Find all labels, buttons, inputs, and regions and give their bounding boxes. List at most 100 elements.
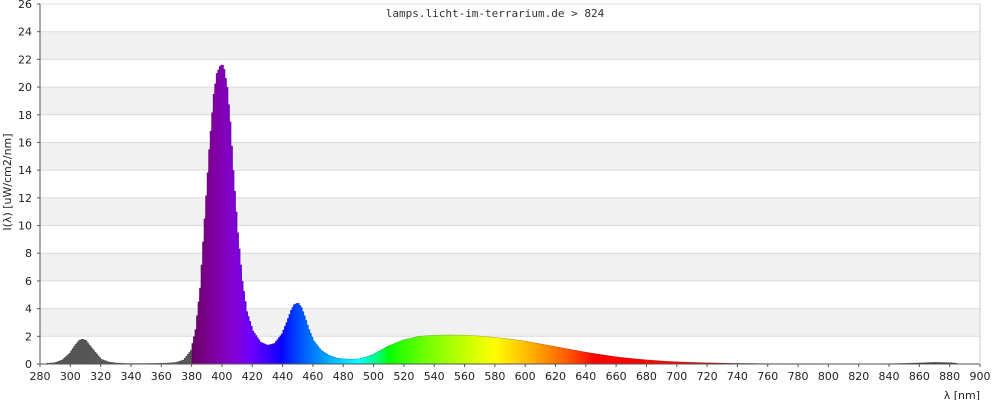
spectrum-strip — [385, 346, 388, 364]
spectrum-strip — [188, 352, 191, 364]
spectrum-strip — [661, 360, 664, 364]
x-tick-label: 460 — [302, 370, 323, 383]
spectrum-strip — [443, 335, 446, 364]
spectrum-strip — [576, 350, 579, 364]
spectrum-strip — [584, 351, 587, 364]
x-tick-label: 880 — [939, 370, 960, 383]
spectrum-strip — [541, 344, 544, 364]
spectrum-strip — [569, 349, 571, 364]
spectrum-strip — [917, 362, 920, 364]
spectrum-strip — [214, 83, 217, 364]
spectrum-strip — [281, 333, 283, 364]
y-tick-label: 10 — [18, 220, 32, 233]
y-tick-label: 18 — [18, 109, 32, 122]
spectrum-strip — [400, 340, 403, 364]
spectrum-strip — [273, 343, 276, 364]
spectrum-strip — [224, 78, 227, 365]
spectrum-strip — [585, 352, 588, 364]
spectrum-strip — [265, 344, 268, 364]
x-tick-label: 680 — [636, 370, 657, 383]
spectrum-area — [46, 64, 958, 365]
spectrum-strip — [417, 336, 420, 364]
grid-band — [40, 4, 980, 32]
spectrum-strip — [309, 333, 312, 364]
spectrum-strip — [231, 145, 233, 364]
spectrum-strip — [278, 337, 280, 364]
spectrum-strip — [361, 357, 364, 364]
spectrum-strip — [946, 362, 949, 364]
spectrum-strip — [67, 354, 70, 364]
spectrum-strip — [202, 241, 205, 364]
spectrum-strip — [229, 121, 232, 364]
spectrum-strip — [243, 291, 245, 364]
spectrum-strip — [365, 356, 368, 364]
spectrum-strip — [557, 346, 559, 364]
grid-band — [40, 114, 980, 143]
spectrum-strip — [684, 362, 687, 364]
spectrum-strip — [255, 335, 258, 364]
spectrum-strip — [303, 315, 306, 364]
spectrum-strip — [205, 195, 208, 364]
spectrum-strip — [182, 359, 185, 364]
spectrum-strip — [476, 335, 479, 364]
y-tick-label: 0 — [25, 358, 32, 371]
spectrum-strip — [614, 356, 617, 364]
spectrum-strip — [396, 342, 399, 364]
spectrum-strip — [206, 172, 209, 364]
y-tick-label: 14 — [18, 164, 32, 177]
spectrum-strip — [637, 359, 640, 364]
spectrum-strip — [488, 336, 491, 364]
spectrum-strip — [173, 362, 176, 364]
spectrum-strip — [420, 336, 423, 364]
spectrum-strip — [77, 340, 80, 364]
spectrum-strip — [291, 307, 294, 364]
x-tick-label: 340 — [120, 370, 141, 383]
spectrum-strip — [936, 362, 938, 364]
x-tick-label: 780 — [788, 370, 809, 383]
spectrum-strip — [253, 332, 256, 364]
spectrum-strip — [652, 360, 655, 364]
spectrum-strip — [259, 341, 262, 364]
spectrum-strip — [435, 335, 438, 364]
spectrum-strip — [691, 362, 694, 364]
spectrum-strip — [619, 357, 621, 364]
spectrum-strip — [302, 311, 305, 364]
spectrum-strip — [450, 334, 453, 364]
grid-band — [40, 87, 980, 115]
spectrum-strip — [626, 357, 629, 364]
spectrum-strip — [537, 343, 540, 364]
spectrum-strip — [212, 94, 215, 364]
x-tick-label: 480 — [333, 370, 354, 383]
spectrum-strip — [544, 344, 547, 364]
spectrum-strip — [88, 344, 91, 364]
spectrum-strip — [564, 348, 567, 364]
spectrum-strip — [402, 339, 405, 364]
spectrum-strip — [117, 362, 120, 364]
spectrum-strip — [945, 362, 947, 364]
spectrum-strip — [209, 130, 212, 364]
spectrum-strip — [699, 362, 702, 364]
spectrum-strip — [513, 339, 515, 364]
spectrum-strip — [244, 301, 247, 364]
spectrum-strip — [55, 362, 57, 364]
spectrum-strip — [270, 344, 273, 364]
spectrum-strip — [315, 344, 318, 364]
spectrum-strip — [191, 343, 194, 364]
spectrum-strip — [529, 341, 532, 364]
spectrum-strip — [505, 338, 508, 364]
spectrum-strip — [249, 321, 252, 364]
spectrum-strip — [952, 362, 955, 364]
spectrum-strip — [940, 362, 943, 364]
spectrum-strip — [65, 355, 68, 364]
spectrum-strip — [511, 339, 514, 364]
spectrum-strip — [561, 347, 564, 364]
spectrum-strip — [593, 353, 596, 364]
spectrum-strip — [93, 350, 95, 364]
spectrum-strip — [928, 362, 931, 364]
x-tick-label: 700 — [666, 370, 687, 383]
spectrum-strip — [423, 335, 426, 364]
spectrum-strip — [397, 341, 400, 364]
y-tick-label: 22 — [18, 53, 32, 66]
x-tick-label: 420 — [242, 370, 263, 383]
